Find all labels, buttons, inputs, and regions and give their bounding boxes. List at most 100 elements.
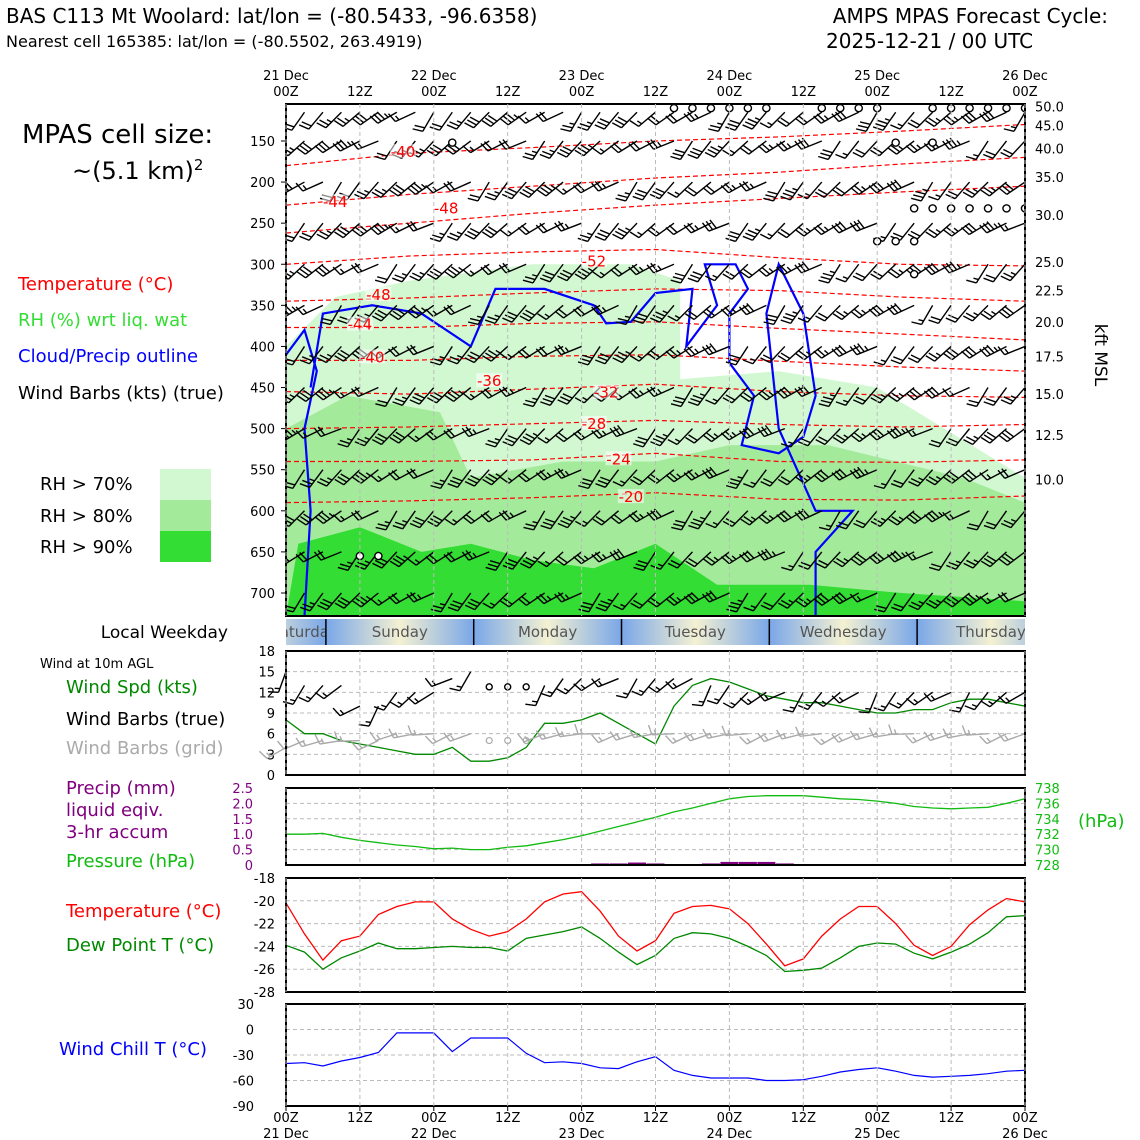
barb-half-flag bbox=[266, 752, 271, 757]
barb-flag bbox=[332, 142, 341, 152]
barb-flag bbox=[962, 191, 973, 198]
barb-flag bbox=[767, 314, 778, 319]
barb-flag bbox=[628, 142, 637, 152]
barb-half-flag bbox=[912, 554, 917, 560]
barb-flag bbox=[302, 603, 313, 609]
wind-barb bbox=[907, 222, 934, 240]
barb-flag bbox=[470, 598, 481, 605]
barb-half-flag bbox=[439, 603, 446, 606]
barb-flag bbox=[873, 147, 883, 154]
barb-flag bbox=[650, 510, 659, 519]
wind-barb bbox=[406, 691, 435, 705]
barb-flag bbox=[873, 361, 884, 366]
wind-barb bbox=[701, 343, 730, 356]
barb-half-flag bbox=[339, 268, 345, 274]
barb-flag bbox=[986, 431, 997, 439]
barb-flag bbox=[374, 279, 386, 284]
barb-flag bbox=[720, 184, 730, 194]
wind-barb bbox=[555, 551, 583, 566]
barb-flag bbox=[391, 470, 400, 479]
barb-flag bbox=[262, 521, 272, 530]
barb-half-flag bbox=[880, 482, 887, 486]
barb-flag bbox=[485, 566, 496, 572]
wind-barb bbox=[890, 111, 915, 130]
barb-flag bbox=[709, 466, 718, 476]
barb-flag bbox=[522, 188, 533, 196]
temperature-grid bbox=[285, 878, 1026, 992]
wind-barb bbox=[997, 732, 1026, 742]
barb-flag bbox=[908, 604, 919, 611]
barb-half-flag bbox=[509, 512, 515, 518]
wind-barb bbox=[334, 222, 361, 239]
barb-half-flag bbox=[731, 431, 737, 437]
wind-barb bbox=[317, 592, 342, 611]
wind-barb bbox=[429, 222, 453, 243]
barb-flag bbox=[314, 734, 321, 745]
barb-half-flag bbox=[820, 738, 826, 744]
wind-barb bbox=[578, 469, 601, 490]
barb-flag bbox=[319, 354, 330, 361]
barb-flag bbox=[905, 392, 915, 401]
barb-flag bbox=[609, 731, 617, 741]
barb-flag bbox=[631, 264, 641, 274]
wind-barb bbox=[296, 386, 324, 402]
wind-barb bbox=[649, 181, 675, 200]
barb-flag bbox=[633, 599, 643, 607]
barb-flag bbox=[262, 274, 271, 283]
wind-barb bbox=[795, 592, 823, 608]
barb-flag bbox=[302, 479, 313, 485]
barb-half-flag bbox=[344, 117, 350, 122]
barb-flag bbox=[517, 598, 527, 606]
wind-barb bbox=[443, 427, 472, 439]
wind-barb bbox=[925, 111, 952, 127]
wind-barb bbox=[739, 550, 767, 563]
barb-flag bbox=[337, 443, 348, 448]
barb-half-flag bbox=[657, 563, 664, 567]
barb-flag bbox=[507, 187, 518, 194]
barb-flag bbox=[609, 551, 618, 561]
barb-flag bbox=[835, 401, 847, 406]
date-tick-label-bottom: 22 Dec bbox=[411, 1127, 457, 1140]
wind-barb bbox=[891, 592, 915, 612]
barb-flag bbox=[818, 559, 829, 566]
barb-flag bbox=[303, 513, 313, 521]
barb-flag bbox=[757, 692, 766, 702]
barb-flag bbox=[780, 195, 791, 201]
barb-flag bbox=[615, 197, 626, 202]
barb-flag bbox=[351, 117, 361, 126]
barb-flag bbox=[612, 480, 623, 487]
barb-flag bbox=[983, 524, 995, 530]
isotherm-label-bg bbox=[580, 415, 607, 430]
wind-barb bbox=[965, 140, 989, 161]
barb-half-flag bbox=[956, 706, 962, 710]
barb-flag bbox=[388, 472, 397, 481]
wind-barb bbox=[998, 551, 1025, 566]
barb-flag bbox=[352, 600, 362, 608]
barb-flag bbox=[631, 141, 640, 150]
barb-flag bbox=[277, 740, 285, 750]
barb-flag bbox=[525, 556, 536, 563]
barb-flag bbox=[764, 424, 773, 435]
wind-barb bbox=[908, 592, 934, 611]
wind-barb bbox=[923, 139, 952, 152]
barb-flag bbox=[591, 678, 599, 688]
barb-flag bbox=[464, 480, 475, 487]
wind-barb bbox=[539, 263, 564, 283]
wind-barb bbox=[945, 181, 971, 200]
barb-half-flag bbox=[286, 557, 290, 562]
isotherm-label: -52 bbox=[582, 252, 607, 270]
barb-flag bbox=[334, 602, 345, 609]
barb-flag bbox=[498, 388, 507, 397]
wind-barb bbox=[299, 222, 324, 241]
calm-wind-marker bbox=[1002, 204, 1011, 213]
barb-flag bbox=[554, 187, 564, 195]
barb-half-flag bbox=[912, 736, 917, 742]
barb-flag bbox=[759, 233, 770, 240]
barb-half-flag bbox=[786, 143, 792, 148]
wind-barb bbox=[831, 344, 860, 358]
barb-flag bbox=[443, 732, 451, 742]
barb-flag bbox=[670, 279, 681, 284]
wind-barb bbox=[667, 181, 693, 198]
barb-flag bbox=[429, 237, 441, 243]
